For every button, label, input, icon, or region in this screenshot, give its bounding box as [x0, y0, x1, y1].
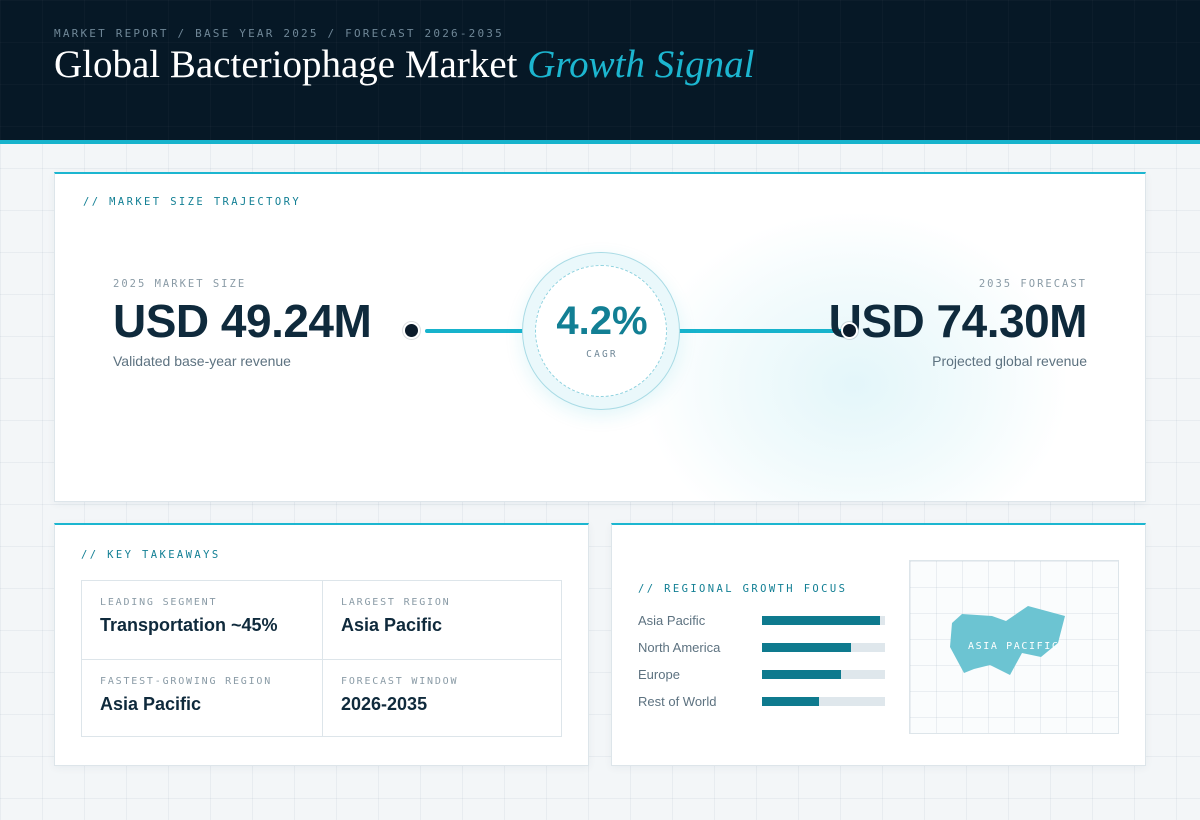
forecast-value: USD 74.30M	[828, 295, 1088, 347]
base-year-value: USD 49.24M	[113, 295, 372, 347]
region-bar-fill	[762, 643, 851, 652]
region-bar-track	[762, 616, 885, 625]
forecast-subtitle: Projected global revenue	[932, 353, 1087, 369]
takeaways-section-label: // KEY TAKEAWAYS	[81, 549, 221, 561]
takeaway-value: Asia Pacific	[100, 694, 202, 714]
report-kicker: MARKET REPORT / BASE YEAR 2025 / FORECAS…	[54, 27, 504, 40]
market-size-trajectory-card: // MARKET SIZE TRAJECTORY 2025 MARKET SI…	[54, 172, 1146, 502]
region-name: Europe	[638, 667, 680, 682]
takeaway-value: 2026-2035	[341, 694, 428, 714]
region-map: ASIA PACIFIC	[909, 560, 1119, 734]
forecast-label: 2035 FORECAST	[978, 278, 1087, 290]
page-header: MARKET REPORT / BASE YEAR 2025 / FORECAS…	[0, 0, 1200, 144]
cagr-label: CAGR	[586, 349, 618, 360]
page-title: Global Bacteriophage Market Growth Signa…	[54, 42, 754, 87]
takeaway-label: LARGEST REGION	[341, 597, 451, 608]
region-bar-row: Asia Pacific	[638, 613, 888, 640]
cagr-value: 4.2%	[556, 299, 648, 343]
title-main: Global Bacteriophage Market	[54, 43, 518, 86]
region-bar-fill	[762, 670, 841, 679]
region-name: Rest of World	[638, 694, 717, 709]
takeaway-label: FORECAST WINDOW	[341, 676, 459, 687]
trajectory-section-label: // MARKET SIZE TRAJECTORY	[83, 196, 302, 208]
map-region-label: ASIA PACIFIC	[968, 641, 1060, 652]
base-year-marker	[403, 322, 420, 339]
region-bar-row: Europe	[638, 667, 888, 694]
takeaway-largest-region: LARGEST REGION Asia Pacific	[322, 581, 562, 659]
region-name: North America	[638, 640, 721, 655]
takeaway-forecast-window: FORECAST WINDOW 2026-2035	[322, 659, 562, 737]
takeaway-label: LEADING SEGMENT	[100, 597, 218, 608]
takeaway-label: FASTEST-GROWING REGION	[100, 676, 273, 687]
takeaway-value: Transportation ~45%	[100, 615, 278, 635]
region-bar-fill	[762, 616, 881, 625]
regional-bar-list: Asia Pacific North America Europe Rest o…	[638, 613, 888, 721]
cagr-badge: 4.2% CAGR	[522, 252, 680, 410]
region-name: Asia Pacific	[638, 613, 706, 628]
region-bar-fill	[762, 697, 819, 706]
takeaway-value: Asia Pacific	[341, 615, 443, 635]
takeaway-fastest-growing-region: FASTEST-GROWING REGION Asia Pacific	[82, 659, 322, 737]
asia-pacific-map-shape	[950, 606, 1065, 675]
region-bar-row: Rest of World	[638, 694, 888, 721]
forecast-glow	[645, 214, 1065, 501]
cagr-badge-inner: 4.2% CAGR	[535, 265, 667, 397]
takeaways-grid: LEADING SEGMENT Transportation ~45% LARG…	[81, 580, 562, 737]
takeaway-leading-segment: LEADING SEGMENT Transportation ~45%	[82, 581, 322, 659]
key-takeaways-card: // KEY TAKEAWAYS LEADING SEGMENT Transpo…	[54, 523, 589, 766]
base-year-label: 2025 MARKET SIZE	[113, 278, 247, 290]
region-bar-track	[762, 670, 885, 679]
regional-growth-card: // REGIONAL GROWTH FOCUS Asia Pacific No…	[611, 523, 1146, 766]
region-bar-track	[762, 643, 885, 652]
base-year-subtitle: Validated base-year revenue	[113, 353, 291, 369]
title-accent: Growth Signal	[527, 43, 755, 86]
region-bar-row: North America	[638, 640, 888, 667]
forecast-marker	[841, 322, 858, 339]
region-bar-track	[762, 697, 885, 706]
regional-section-label: // REGIONAL GROWTH FOCUS	[638, 583, 848, 595]
